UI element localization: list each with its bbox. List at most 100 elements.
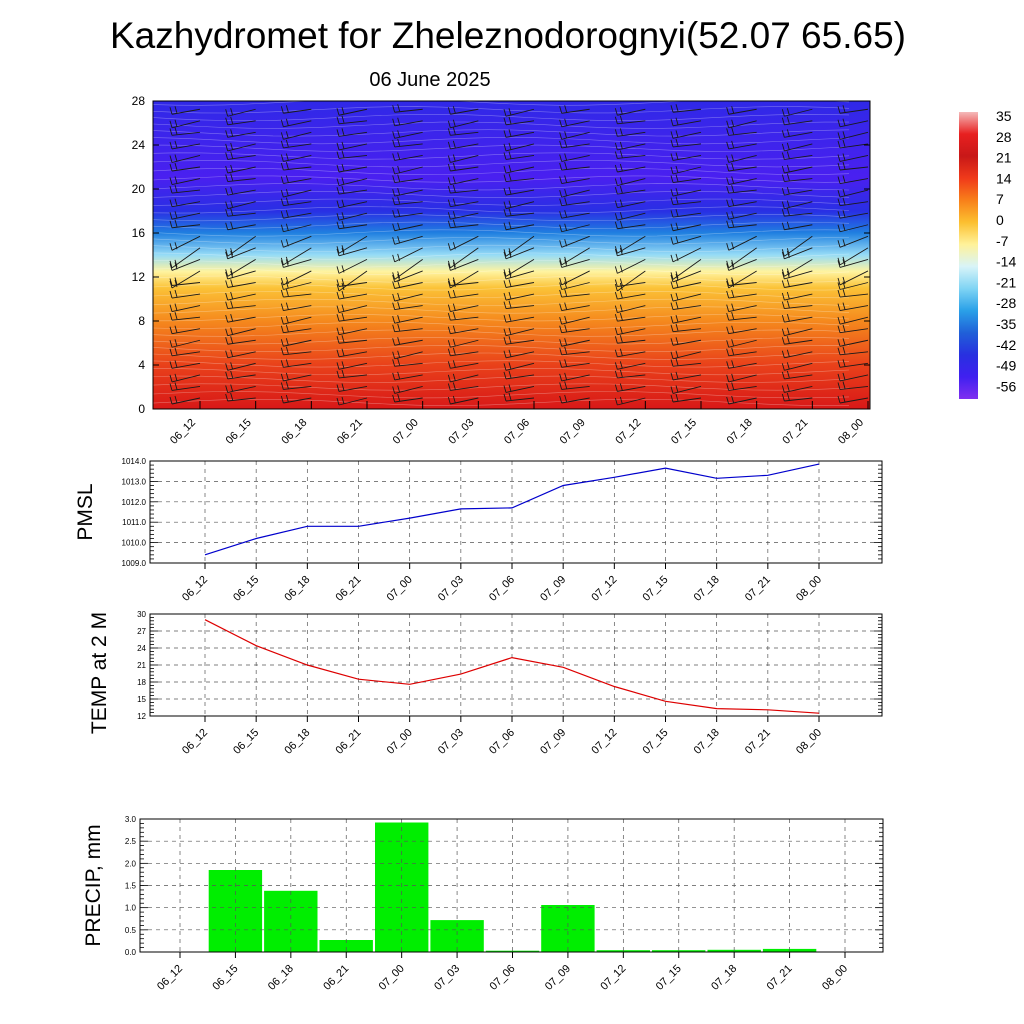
y-tick-label: 1010.0 [122,539,147,548]
precip-bar [596,950,650,952]
x-tick-label: 07_03 [436,727,466,757]
x-tick-label: 06_15 [210,963,240,993]
x-tick-label: 07_03 [436,574,466,604]
x-tick-label: 07_21 [743,727,773,757]
x-tick-label: 07_21 [780,417,810,447]
x-tick-label: 07_12 [589,727,619,757]
y-tick-label: 2.0 [125,859,137,868]
y-tick-label: 1009.0 [122,559,147,568]
x-tick-label: 07_12 [613,417,643,447]
plot-frame [139,818,884,953]
colorbar-label: -14 [996,254,1016,270]
x-tick-label: 07_00 [377,963,407,993]
x-tick-label: 07_06 [502,417,532,447]
precip-bar [485,950,540,952]
x-tick-label: 07_18 [692,574,722,604]
x-tick-label: 06_12 [155,963,185,993]
x-tick-label: 07_18 [709,963,739,993]
x-tick-label: 07_09 [543,963,573,993]
x-tick-label: 07_18 [692,727,722,757]
x-tick-label: 06_12 [180,574,210,604]
x-tick-label: 07_15 [654,963,684,993]
page-title: Kazhydromet for Zheleznodorognyi(52.07 6… [110,15,906,56]
colorbar-label: -56 [996,378,1016,394]
y-tick-label: 20 [132,182,146,196]
x-tick-label: 06_21 [334,727,364,757]
precip-bar [319,940,373,952]
x-tick-label: 07_06 [488,963,518,993]
colorbar-label: -7 [996,233,1009,249]
x-tick-label: 07_15 [669,417,699,447]
contour-lines [153,101,850,406]
x-tick-label: 07_09 [538,727,568,757]
plot-frame [149,613,883,717]
y-tick-label: 12 [132,270,146,284]
colorbar-label: -21 [996,274,1016,290]
y-tick-label: 16 [132,226,146,240]
x-tick-label: 07_18 [725,417,755,447]
page-subtitle: 06 June 2025 [369,69,490,91]
pmsl-series-line [204,463,820,556]
cross-section-frame [152,100,871,410]
wind-barbs [169,104,869,406]
y-tick-label: 0.5 [125,926,137,935]
x-tick-label: 06_15 [231,574,261,604]
precip-bars [208,822,817,952]
x-tick-label: 06_21 [334,574,364,604]
colorbar-fill [959,112,978,399]
x-tick-label: 07_06 [487,574,517,604]
precip-chart: 0.0 0.5 1.0 1.5 2.0 2.5 3.0 06_12 06_15 06_18 06_2… [82,815,884,993]
plot-frame [149,460,883,564]
temp-2m-chart: 12 15 18 21 24 27 30 06_12 06_15 06_18 06_21 07_00 0… [88,610,883,757]
y-tick-label: 30 [137,610,146,619]
x-tick-label: 07_15 [641,574,671,604]
x-tick-label: 06_15 [224,417,254,447]
y-tick-label: 1012.0 [122,498,147,507]
x-tick-label: 07_21 [743,574,773,604]
cross-section-fill [153,101,870,409]
y-tick-label: 1014.0 [122,457,147,466]
colorbar-label: 7 [996,191,1004,207]
temperature-colorbar: 35 28 21 14 7 0 -7 -14 -21 -28 -35 -42 -49 -56 [959,108,1016,399]
x-tick-label: 06_15 [231,727,261,757]
x-tick-label: 06_18 [266,963,296,993]
x-tick-label: 08_00 [794,574,824,604]
y-tick-label: 1.5 [125,882,137,891]
colorbar-label: 0 [996,212,1004,228]
temperature-wind-cross-section: 0 4 8 12 16 20 24 28 06_12 06_15 06_18 06_21 07_00 07… [132,94,871,447]
x-tick-label: 07_09 [538,574,568,604]
colorbar-label: 28 [996,129,1012,145]
x-tick-label: 06_18 [282,727,312,757]
x-tick-label: 08_00 [820,963,850,993]
y-tick-label: 1011.0 [122,518,146,527]
x-tick-label: 07_03 [432,963,462,993]
x-tick-label: 06_18 [282,574,312,604]
x-tick-label: 07_00 [385,727,415,757]
y-tick-label: 0.0 [125,948,137,957]
y-tick-label: 28 [132,94,146,108]
y-tick-label: 12 [137,712,146,721]
y-tick-label: 21 [137,661,146,670]
y-tick-label: 2.5 [125,837,137,846]
colorbar-label: -42 [996,337,1016,353]
y-axis-label: TEMP at 2 M [88,612,111,734]
pmsl-chart: 1009.0 1010.0 1011.0 1012.0 1013.0 1014.0 06_1… [74,457,883,604]
y-tick-label: 27 [137,627,146,636]
y-axis-label: PMSL [74,483,97,540]
y-tick-label: 1013.0 [122,477,147,486]
colorbar-label: 21 [996,150,1012,166]
y-tick-label: 24 [137,644,146,653]
colorbar-label: 14 [996,170,1012,186]
x-tick-label: 07_00 [391,417,421,447]
x-tick-label: 07_09 [558,417,588,447]
x-tick-label: 06_18 [279,417,309,447]
x-tick-label: 06_21 [321,963,351,993]
x-tick-label: 08_00 [836,417,866,447]
y-tick-label: 0 [138,402,145,416]
colorbar-label: 35 [996,108,1012,124]
y-tick-label: 15 [137,695,146,704]
x-tick-label: 08_00 [794,727,824,757]
colorbar-label: -35 [996,316,1016,332]
x-tick-label: 07_21 [765,963,795,993]
